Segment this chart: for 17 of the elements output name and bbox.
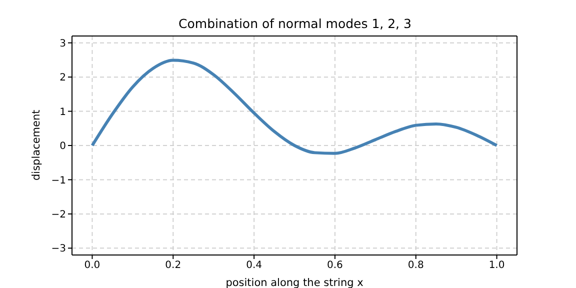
y-axis-title: displacement	[30, 110, 43, 180]
line-series	[90, 58, 498, 155]
y-tick-label: 3	[60, 38, 66, 50]
x-tick-label: 1.0	[488, 260, 505, 272]
y-tick-label: 2	[60, 72, 66, 84]
x-tick-label: 0.0	[84, 260, 100, 272]
y-tick-label: −1	[51, 175, 66, 186]
y-tick-label: 0	[60, 141, 66, 152]
y-tick-label: 1	[60, 106, 66, 118]
y-tick-label: −3	[51, 244, 66, 255]
x-axis-title: position along the string x	[226, 277, 364, 288]
x-tick-label: 0.4	[246, 260, 262, 272]
x-tick-label: 0.6	[327, 260, 343, 272]
chart-title: Combination of normal modes 1, 2, 3	[178, 16, 412, 31]
x-tick-label: 0.2	[165, 260, 182, 272]
y-tick-label: −2	[51, 209, 66, 220]
x-tick-label: 0.8	[408, 260, 424, 272]
